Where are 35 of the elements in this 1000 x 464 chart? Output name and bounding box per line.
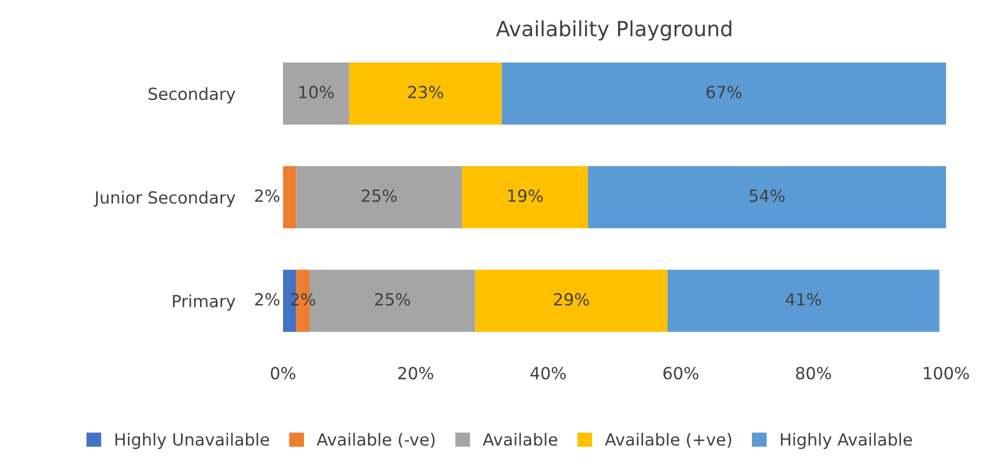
data-label: 19% bbox=[508, 189, 543, 202]
y-tick-label: Primary bbox=[173, 294, 236, 311]
bar bbox=[668, 270, 940, 332]
legend-label: Available (-ve) bbox=[316, 432, 435, 448]
bar bbox=[296, 166, 462, 228]
bar bbox=[588, 166, 946, 228]
bar bbox=[283, 166, 296, 228]
x-tick-label: 20% bbox=[398, 366, 434, 380]
data-label: 23% bbox=[408, 86, 444, 98]
x-tick-label: 80% bbox=[796, 366, 831, 380]
legend-label: Available (+ve) bbox=[604, 432, 732, 448]
data-label: 10% bbox=[299, 86, 334, 98]
legend-label: Available bbox=[482, 432, 558, 446]
data-label: 25% bbox=[375, 293, 410, 306]
bar bbox=[462, 166, 588, 228]
chart-title: Availability Playground bbox=[496, 20, 732, 41]
x-tick-label: 0% bbox=[270, 366, 296, 380]
data-label: 41% bbox=[786, 293, 822, 306]
x-tick-label: 40% bbox=[530, 366, 566, 380]
data-label: 2% bbox=[255, 293, 280, 306]
data-label: 25% bbox=[362, 189, 397, 202]
bar bbox=[283, 62, 350, 125]
data-label: 67% bbox=[706, 86, 742, 98]
data-label: 2% bbox=[255, 189, 280, 202]
y-tick-label: Secondary bbox=[148, 87, 236, 104]
data-label: 29% bbox=[554, 293, 590, 306]
bar bbox=[475, 270, 668, 332]
x-tick-label: 60% bbox=[663, 366, 698, 380]
bar bbox=[502, 62, 946, 125]
bar bbox=[349, 62, 502, 125]
legend-label: Highly Available bbox=[780, 432, 912, 449]
legend-label: Highly Unavailable bbox=[115, 432, 270, 449]
data-label: 54% bbox=[750, 189, 785, 202]
x-tick-label: 100% bbox=[924, 366, 969, 380]
y-tick-label: Junior Secondary bbox=[94, 190, 236, 207]
